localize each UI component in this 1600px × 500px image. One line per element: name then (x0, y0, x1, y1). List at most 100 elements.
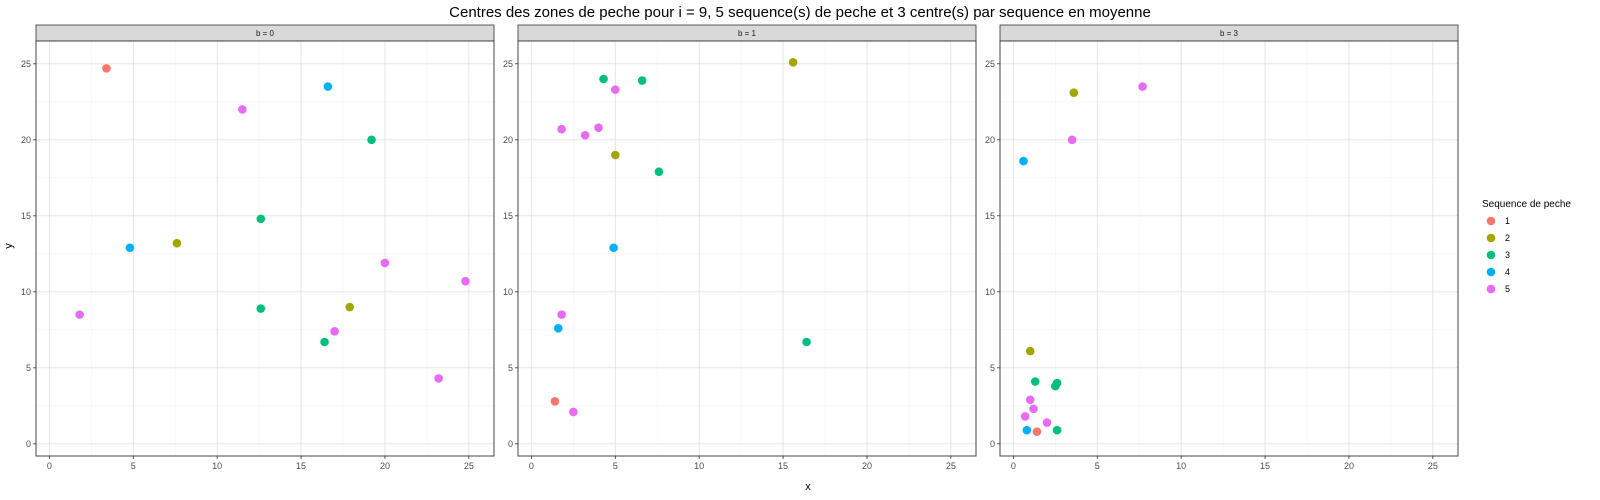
legend-label-5: 5 (1505, 284, 1510, 294)
data-point-seq-4 (609, 243, 618, 253)
x-tick-label: 5 (1095, 461, 1100, 471)
y-tick-label: 10 (985, 287, 995, 297)
data-point-seq-5 (1042, 418, 1052, 427)
y-tick-label: 15 (985, 211, 995, 221)
panel-2: b = 3 0 5 10 15 20 25 0 5 10 15 20 25 (985, 24, 1459, 471)
x-tick-label: 0 (1011, 461, 1016, 471)
y-tick-label: 20 (985, 135, 995, 145)
legend: Sequence de peche 1 2 3 4 5 (1482, 199, 1571, 294)
data-point-seq-5 (611, 85, 620, 94)
y-tick-label: 0 (508, 439, 513, 449)
x-tick-label: 10 (694, 461, 704, 471)
y-tick-label: 10 (21, 287, 31, 297)
y-tick-label: 15 (21, 211, 31, 221)
y-tick-label: 5 (990, 363, 995, 373)
panel-background (1000, 41, 1458, 456)
data-point-seq-5 (1138, 82, 1147, 91)
legend-key-5 (1486, 284, 1496, 294)
y-tick-label: 0 (26, 439, 31, 449)
legend-label-3: 3 (1505, 250, 1510, 260)
x-tick-label: 20 (862, 461, 872, 471)
panels: b = 0 0 5 10 15 20 25 0 5 10 15 20 25 b = 1 0 5 10 15 20 25… (21, 24, 1459, 471)
panel-background (518, 41, 976, 456)
data-point-seq-2 (611, 150, 620, 160)
y-tick-label: 25 (503, 59, 513, 69)
data-point-seq-5 (461, 276, 470, 286)
data-point-seq-5 (557, 310, 566, 319)
x-tick-label: 25 (464, 461, 474, 471)
legend-label-2: 2 (1505, 233, 1510, 243)
data-point-seq-3 (256, 214, 266, 224)
y-tick-label: 5 (508, 363, 513, 373)
legend-key-3 (1486, 250, 1496, 260)
data-point-seq-5 (1020, 412, 1030, 421)
data-point-seq-5 (238, 105, 247, 114)
data-point-seq-3 (637, 76, 647, 85)
panel-0: b = 0 0 5 10 15 20 25 0 5 10 15 20 25 (21, 24, 495, 471)
x-tick-label: 10 (1176, 461, 1186, 471)
chart-title: Centres des zones de peche pour i = 9, 5… (449, 4, 1151, 21)
data-point-seq-4 (323, 82, 333, 91)
panel-1: b = 1 0 5 10 15 20 25 0 5 10 15 20 25 (503, 24, 977, 471)
x-tick-label: 20 (1344, 461, 1354, 471)
panel-border (999, 40, 1459, 457)
x-tick-label: 5 (613, 461, 618, 471)
panel-background (36, 41, 494, 456)
x-tick-label: 20 (380, 461, 390, 471)
legend-label-4: 4 (1505, 267, 1510, 277)
legend-key-1 (1486, 216, 1496, 226)
y-tick-label: 25 (985, 59, 995, 69)
data-point-seq-1 (550, 396, 560, 406)
x-tick-label: 10 (212, 461, 222, 471)
x-tick-label: 25 (1428, 461, 1438, 471)
y-axis-title: y (3, 243, 15, 249)
data-point-seq-5 (580, 130, 590, 140)
data-point-seq-4 (1022, 425, 1032, 435)
data-point-seq-3 (1051, 381, 1060, 391)
data-point-seq-4 (1019, 156, 1028, 166)
data-point-seq-1 (102, 64, 111, 73)
data-point-seq-5 (434, 374, 443, 383)
panel-border (35, 40, 495, 457)
data-point-seq-5 (594, 123, 603, 132)
data-point-seq-3 (599, 74, 608, 84)
x-axis-title: x (805, 481, 811, 493)
legend-key-4 (1486, 267, 1496, 277)
x-tick-label: 15 (778, 461, 788, 471)
data-point-seq-5 (1025, 395, 1035, 405)
data-point-seq-3 (320, 337, 329, 347)
strip-label: b = 1 (738, 29, 757, 38)
data-point-seq-2 (1069, 88, 1079, 97)
data-point-seq-1 (1032, 427, 1042, 436)
data-point-seq-4 (553, 324, 563, 333)
y-tick-label: 0 (990, 439, 995, 449)
data-point-seq-5 (330, 327, 339, 336)
y-tick-label: 15 (503, 211, 513, 221)
legend-key-2 (1486, 233, 1496, 243)
data-point-seq-3 (654, 167, 664, 177)
data-point-seq-4 (125, 243, 135, 253)
data-point-seq-3 (802, 337, 811, 347)
data-point-seq-3 (1030, 377, 1040, 386)
data-point-seq-5 (1029, 404, 1038, 414)
y-tick-label: 5 (26, 363, 31, 373)
data-point-seq-5 (75, 310, 84, 319)
data-point-seq-3 (256, 304, 266, 313)
x-tick-label: 0 (47, 461, 52, 471)
data-point-seq-2 (345, 302, 355, 312)
data-point-seq-5 (1067, 135, 1077, 145)
y-tick-label: 20 (503, 135, 513, 145)
x-tick-label: 15 (1260, 461, 1270, 471)
data-point-seq-2 (788, 57, 798, 67)
data-point-seq-5 (380, 258, 390, 268)
data-point-seq-5 (569, 407, 578, 417)
y-tick-label: 20 (21, 135, 31, 145)
data-point-seq-5 (557, 124, 566, 134)
strip-label: b = 3 (1220, 29, 1239, 38)
x-tick-label: 5 (131, 461, 136, 471)
legend-label-1: 1 (1505, 216, 1510, 226)
x-tick-label: 25 (946, 461, 956, 471)
data-point-seq-2 (172, 238, 182, 248)
y-tick-label: 10 (503, 287, 513, 297)
